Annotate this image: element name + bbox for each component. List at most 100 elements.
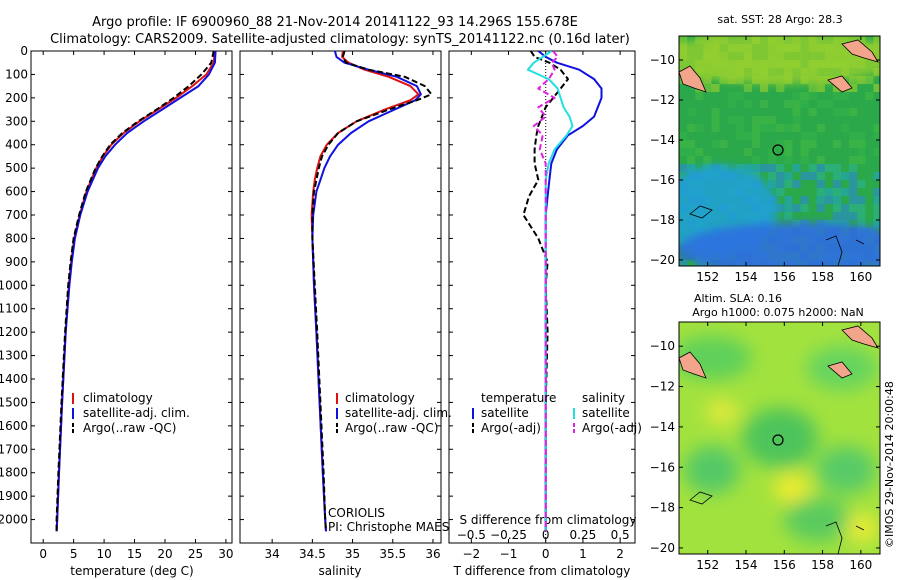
sst-cell: [849, 92, 858, 101]
sst-cell: [687, 140, 696, 149]
sst-cell: [703, 140, 712, 149]
x-tick-label: 10: [96, 547, 111, 561]
sst-cell: [703, 76, 712, 85]
sst-cell: [792, 124, 801, 133]
sst-cell: [808, 92, 817, 101]
sst-cell: [841, 108, 850, 117]
legend-s-argo: Argo(-adj): [582, 421, 642, 435]
sst-cell: [873, 188, 880, 197]
sst-cell: [857, 180, 866, 189]
map-y-tick-label: −16: [650, 460, 675, 474]
legend-climatology: climatology: [83, 391, 153, 405]
map-x-tick-label: 160: [849, 270, 872, 284]
sst-cell: [857, 204, 866, 213]
s-difference-x-axis: −0.5−0.2500.250.5: [457, 528, 630, 542]
sla-map-frame: [678, 321, 881, 555]
sst-cell: [687, 124, 696, 133]
s-diff-satellite-line: [526, 51, 574, 532]
sst-cell: [768, 164, 777, 173]
sst-cell: [832, 92, 842, 101]
sst-cell: [792, 92, 801, 101]
x-tick2-label: 0.25: [570, 528, 597, 542]
sst-cell: [711, 140, 720, 149]
sst-cell: [751, 116, 761, 125]
sst-cell: [857, 140, 866, 149]
map-x-tick-label: 152: [696, 558, 719, 572]
sst-cell: [687, 156, 696, 165]
sst-cell: [711, 84, 720, 93]
sst-cell: [873, 196, 880, 205]
sst-cell: [679, 148, 688, 157]
sst-cell: [808, 164, 817, 173]
map-x-tick-label: 154: [735, 270, 758, 284]
sst-cell: [760, 164, 769, 173]
sst-cell: [768, 180, 777, 189]
sst-cell: [792, 132, 801, 141]
sst-cell: [711, 124, 720, 133]
sst-cell: [784, 124, 793, 133]
s-diff-argo-line: [532, 51, 559, 532]
sst-cell: [800, 100, 809, 109]
temperature-x-label: temperature (deg C): [70, 564, 193, 578]
sst-cell: [800, 132, 809, 141]
sst-cell: [808, 108, 817, 117]
sst-cell: [832, 204, 842, 213]
depth-tick-label: 700: [5, 208, 28, 222]
sst-cell: [824, 100, 833, 109]
sla-argo-marker: [772, 434, 784, 446]
sla-high-3: [846, 514, 878, 542]
sla-map-axes: 152 154 156 158 160 −10 −12 −14 −16 −18 −20: [650, 322, 880, 572]
sst-cell: [808, 84, 817, 93]
x-tick-label: 5: [70, 547, 78, 561]
sst-cell: [751, 140, 761, 149]
sst-cell: [841, 124, 850, 133]
sst-cell: [841, 148, 850, 157]
sst-cell: [832, 188, 842, 197]
sla-map-title-1: Altim. SLA: 0.16: [694, 292, 782, 305]
sst-cell: [873, 156, 880, 165]
sst-cell: [768, 148, 777, 157]
sst-cell: [735, 156, 744, 165]
map-x-tick-label: 158: [811, 558, 834, 572]
sst-cell: [849, 188, 858, 197]
sst-cell: [719, 124, 728, 133]
x-tick-label: 30: [218, 547, 233, 561]
sst-cell: [735, 132, 744, 141]
sst-cell: [873, 212, 880, 221]
map-y-tick-label: −14: [650, 133, 675, 147]
sla-reef-contour: [689, 491, 865, 554]
depth-tick-label: 1100: [0, 302, 28, 316]
sst-cell: [784, 156, 793, 165]
sst-cell: [857, 220, 866, 229]
sst-land-solomons: [827, 39, 879, 93]
sst-cell: [719, 132, 728, 141]
difference-legend: temperature satellite Argo(-adj) salinit…: [472, 391, 642, 435]
depth-tick-label: 1700: [0, 442, 28, 456]
sst-cell: [849, 76, 858, 85]
sst-map-axes: 152 154 156 158 160 −10 −12 −14 −16 −18 −20: [650, 36, 880, 284]
sst-cell: [743, 132, 752, 141]
depth-tick-label: 500: [5, 161, 28, 175]
sla-high-2: [706, 400, 738, 424]
sst-cell: [849, 140, 858, 149]
sst-cell: [832, 196, 842, 205]
sst-cell: [816, 172, 825, 181]
sst-cell: [727, 92, 736, 101]
sst-water-masses: [679, 36, 880, 266]
sst-cell: [695, 156, 704, 165]
depth-tick-label: 0: [20, 44, 28, 58]
sst-cell: [857, 212, 866, 221]
sst-map-frame: [678, 35, 881, 267]
map-y-tick-label: −16: [650, 173, 675, 187]
x-tick-label: −2: [462, 547, 480, 561]
x-tick-label: 15: [127, 547, 142, 561]
depth-tick-label: 1200: [0, 325, 28, 339]
sst-cell: [873, 148, 880, 157]
sst-cell: [695, 148, 704, 157]
sst-cell: [776, 172, 785, 181]
x-tick-label: −1: [500, 547, 518, 561]
sst-cell: [816, 164, 825, 173]
t-difference-x-axis: −2 −1 0 1 2: [462, 51, 624, 561]
sst-cell: [751, 164, 761, 173]
sst-cell: [743, 164, 752, 173]
